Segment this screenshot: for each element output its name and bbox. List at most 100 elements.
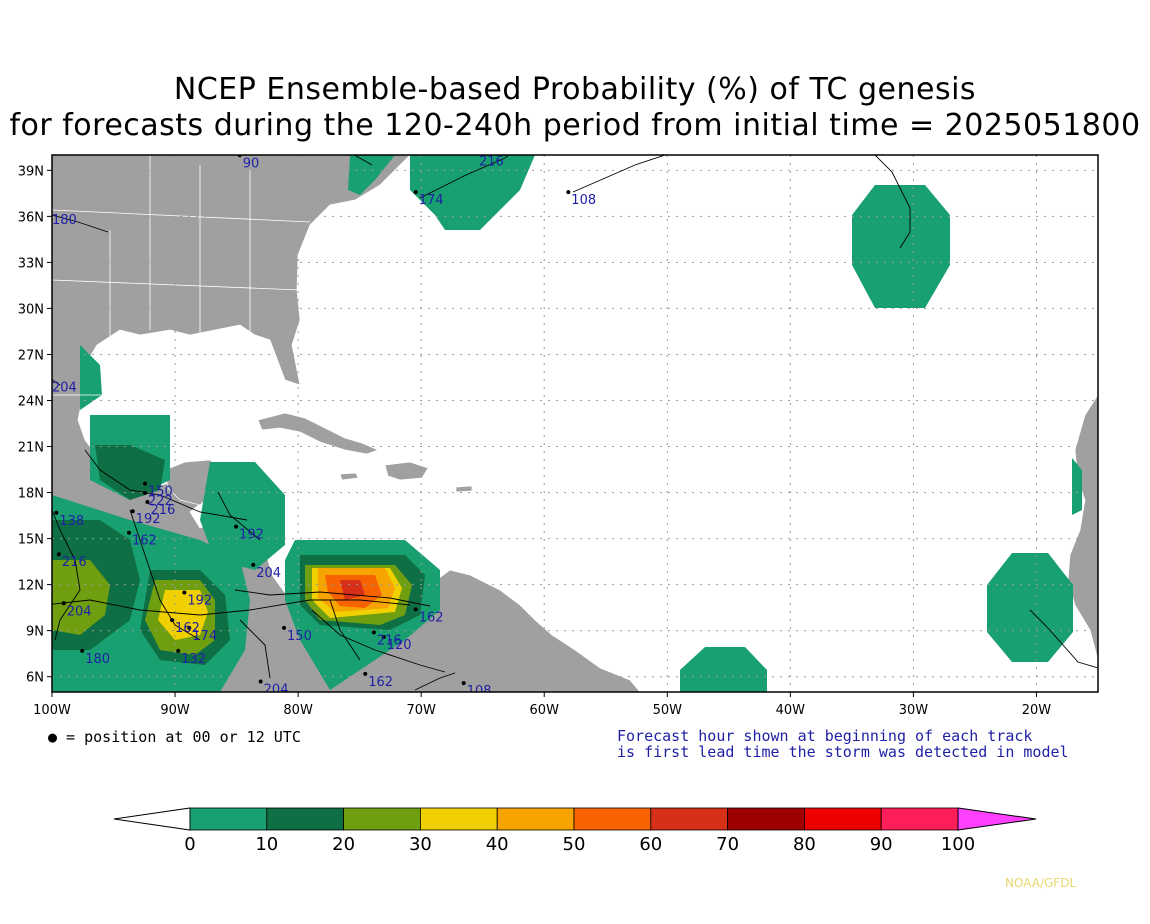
track-hour-label: 192 (136, 512, 161, 527)
y-tick-label: 36N (18, 210, 44, 225)
colorbar-segment (496, 807, 575, 831)
track-position-dot (54, 510, 59, 515)
land-jamaica (339, 472, 359, 481)
track-position-dot (142, 481, 147, 486)
track-position-dot (363, 671, 368, 676)
probability-areas (52, 155, 1082, 692)
track-position-dot (251, 562, 256, 567)
x-tick-label: 100W (33, 703, 71, 718)
colorbar-tick-label: 20 (332, 834, 355, 855)
track-hour-label: 162 (419, 610, 444, 625)
track-hour-label: 162 (368, 675, 393, 690)
y-tick-label: 9N (26, 625, 44, 640)
track-hour-label: 204 (52, 380, 77, 395)
track-position-dot (566, 190, 571, 195)
forecast-hour-note-line-2: is first lead time the storm was detecte… (617, 743, 1069, 761)
track-position-dot (282, 625, 287, 630)
track-position-dot (142, 490, 147, 495)
colorbar-tick-label: 80 (793, 834, 816, 855)
track-hour-label: 138 (59, 514, 84, 529)
track-hour-label: 216 (479, 155, 504, 170)
land-cuba (257, 412, 379, 455)
colorbar-tick-label: 10 (255, 834, 278, 855)
x-tick-label: 40W (776, 703, 806, 718)
land-puerto-rico (455, 485, 473, 493)
prob-10-africa-coast (1072, 458, 1082, 515)
colorbar-segment (343, 807, 421, 831)
x-tick-label: 80W (283, 703, 313, 718)
prob-10-central-south (680, 647, 767, 692)
prob-10-caribbean-west (200, 462, 285, 570)
track-hour-label: 204 (256, 566, 281, 581)
y-tick-label: 24N (18, 394, 44, 409)
credit-label: NOAA/GFDL (1005, 876, 1077, 890)
track-position-dot (234, 524, 239, 529)
track-position-dot (187, 625, 192, 630)
chart-title-line-1: NCEP Ensemble-based Probability (%) of T… (173, 72, 977, 107)
colorbar-segment (650, 807, 728, 831)
track-position-dot (413, 607, 418, 612)
y-tick-label: 39N (18, 164, 44, 179)
track-hour-label: 180 (52, 213, 77, 228)
colorbar-under-arrow (113, 807, 191, 831)
y-tick-label: 21N (18, 441, 44, 456)
track-position-dot (461, 681, 466, 686)
colorbar-segment (266, 807, 344, 831)
track-hour-label: 162 (132, 534, 157, 549)
colorbar-tick-label: 90 (870, 834, 893, 855)
colorbar-tick-label: 50 (563, 834, 586, 855)
track-hour-label: 204 (264, 683, 289, 698)
position-legend-note: ● = position at 00 or 12 UTC (48, 728, 301, 746)
track-hour-label: 192 (187, 594, 212, 609)
track-position-dots (47, 155, 571, 686)
colorbar-tick-label: 30 (409, 834, 432, 855)
track-hour-label: 108 (571, 193, 596, 208)
colorbar-segment (880, 807, 959, 831)
prob-10-cape-verde (987, 553, 1073, 662)
map-gridlines (52, 155, 1098, 692)
track-hour-label: 222 (148, 494, 173, 509)
track-position-dot (182, 590, 187, 595)
track-hour-label: 204 (67, 604, 92, 619)
track-position-dot (130, 509, 135, 514)
track-position-dot (61, 601, 66, 606)
prob-10-coast (348, 155, 395, 195)
y-tick-label: 6N (26, 671, 44, 686)
y-tick-label: 12N (18, 579, 44, 594)
x-tick-label: 30W (899, 703, 929, 718)
colorbar-over-arrow (957, 807, 1037, 831)
land-hispaniola (384, 461, 429, 481)
prob-40-pacific (158, 590, 208, 640)
track-hour-label: 216 (62, 555, 87, 570)
track-position-dot (126, 530, 131, 535)
track-hour-label: 108 (467, 684, 492, 699)
track-hour-label: 150 (148, 485, 173, 500)
y-tick-label: 15N (18, 533, 44, 548)
y-tick-label: 30N (18, 302, 44, 317)
track-hour-label: 174 (192, 629, 217, 644)
track-position-dot (47, 210, 51, 214)
x-axis: 100W 90W 80W 70W 60W 50W 40W 30W 20W (33, 692, 1051, 718)
x-tick-label: 70W (406, 703, 436, 718)
colorbar-tick-label: 0 (184, 834, 195, 855)
x-tick-label: 60W (530, 703, 560, 718)
colorbar-tick-label: 40 (486, 834, 509, 855)
y-tick-label: 33N (18, 256, 44, 271)
chart-title-line-2: for forecasts during the 120-240h period… (9, 108, 1141, 143)
track-hour-label: 174 (419, 193, 444, 208)
track-hour-label: 90 (243, 156, 260, 171)
prob-30-pacific-west (52, 560, 110, 635)
colorbar-tick-label: 70 (716, 834, 739, 855)
land-africa (1067, 394, 1098, 661)
x-tick-label: 90W (160, 703, 190, 718)
y-tick-label: 18N (18, 487, 44, 502)
track-position-dot (176, 648, 181, 653)
forecast-hour-note-line-1: Forecast hour shown at beginning of each… (617, 727, 1033, 745)
colorbar: 0 10 20 30 40 50 60 70 80 90 100 (113, 807, 1037, 855)
track-position-dot (80, 648, 85, 653)
track-hour-label: 216 (150, 503, 175, 518)
storm-tracks (52, 155, 1098, 691)
track-position-dot (145, 500, 150, 505)
